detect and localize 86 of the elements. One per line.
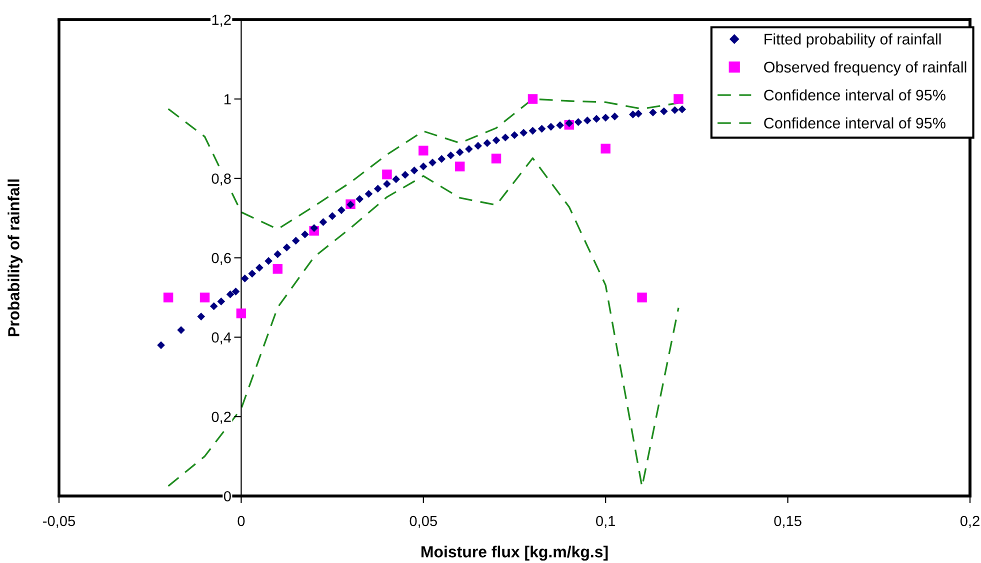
- line-series: [167, 157, 680, 488]
- legend-label: Confidence interval of 95%: [764, 89, 946, 101]
- point: [392, 175, 400, 184]
- point: [538, 124, 546, 133]
- point: [163, 292, 174, 302]
- point: [602, 114, 610, 122]
- point: [383, 180, 391, 188]
- point: [356, 195, 364, 203]
- point: [200, 292, 210, 302]
- x-tick-label: -0,05: [43, 516, 76, 528]
- point: [197, 312, 206, 320]
- point: [274, 250, 282, 258]
- point: [501, 134, 510, 142]
- point: [491, 154, 502, 164]
- point: [528, 94, 538, 104]
- point: [670, 106, 679, 114]
- point: [528, 126, 537, 135]
- point: [583, 116, 592, 124]
- point: [310, 224, 318, 232]
- legend-label: Observed frequency of rainfall: [764, 61, 966, 76]
- point: [264, 257, 272, 265]
- point: [446, 151, 455, 160]
- point: [565, 119, 574, 128]
- point: [382, 170, 392, 180]
- point: [419, 162, 428, 170]
- x-tick-label: 0,2: [960, 516, 980, 528]
- point: [678, 105, 686, 114]
- point: [556, 121, 564, 130]
- y-tick-label: 0,6: [212, 252, 231, 265]
- point: [226, 290, 234, 298]
- point: [157, 341, 165, 350]
- point: [610, 112, 619, 120]
- y-tick-label: 0: [224, 491, 231, 502]
- x-tick-label: 0,1: [596, 516, 616, 528]
- point: [660, 107, 668, 116]
- point: [301, 230, 309, 238]
- point: [236, 308, 246, 318]
- point: [465, 145, 473, 153]
- point: [649, 108, 657, 116]
- point: [232, 288, 240, 296]
- legend-label: Confidence interval of 95%: [764, 117, 946, 129]
- point: [240, 274, 249, 282]
- y-tick-label: 0,8: [212, 174, 231, 186]
- point: [428, 158, 436, 166]
- point: [454, 162, 465, 172]
- point: [629, 110, 637, 118]
- point: [374, 184, 382, 193]
- y-tick-label: 1,2: [212, 14, 231, 27]
- point: [592, 114, 600, 123]
- y-tick-label: 0,4: [212, 332, 232, 344]
- x-tick-label: 0,05: [410, 516, 437, 528]
- point: [600, 144, 610, 154]
- legend-label: Fitted probability of rainfall: [764, 33, 941, 48]
- point: [492, 136, 500, 144]
- point: [255, 264, 264, 272]
- point: [410, 166, 418, 174]
- point: [282, 244, 291, 252]
- x-axis-title: Moisture flux [kg.m/kg.s]: [422, 546, 608, 561]
- point: [319, 218, 328, 226]
- point: [364, 190, 373, 198]
- point: [474, 142, 482, 150]
- point: [547, 122, 555, 131]
- point: [337, 206, 346, 214]
- y-tick-label: 0,2: [212, 412, 231, 424]
- point: [272, 264, 282, 274]
- point: [483, 139, 492, 147]
- point: [674, 94, 684, 104]
- x-tick-label: 0: [238, 516, 245, 526]
- point: [248, 270, 256, 278]
- point: [637, 292, 647, 302]
- y-axis-title: Probability of rainfall: [8, 179, 23, 336]
- point: [634, 110, 642, 118]
- point: [210, 302, 218, 310]
- point: [456, 148, 464, 156]
- point: [328, 212, 336, 220]
- point: [292, 236, 300, 245]
- point: [510, 131, 518, 140]
- point: [574, 118, 582, 126]
- point: [217, 298, 226, 306]
- point: [438, 155, 446, 163]
- point: [520, 128, 528, 137]
- point: [401, 170, 410, 179]
- x-tick-label: 0,15: [774, 516, 802, 528]
- y-tick-label: 1: [224, 94, 231, 104]
- point: [177, 326, 185, 334]
- point: [418, 146, 428, 156]
